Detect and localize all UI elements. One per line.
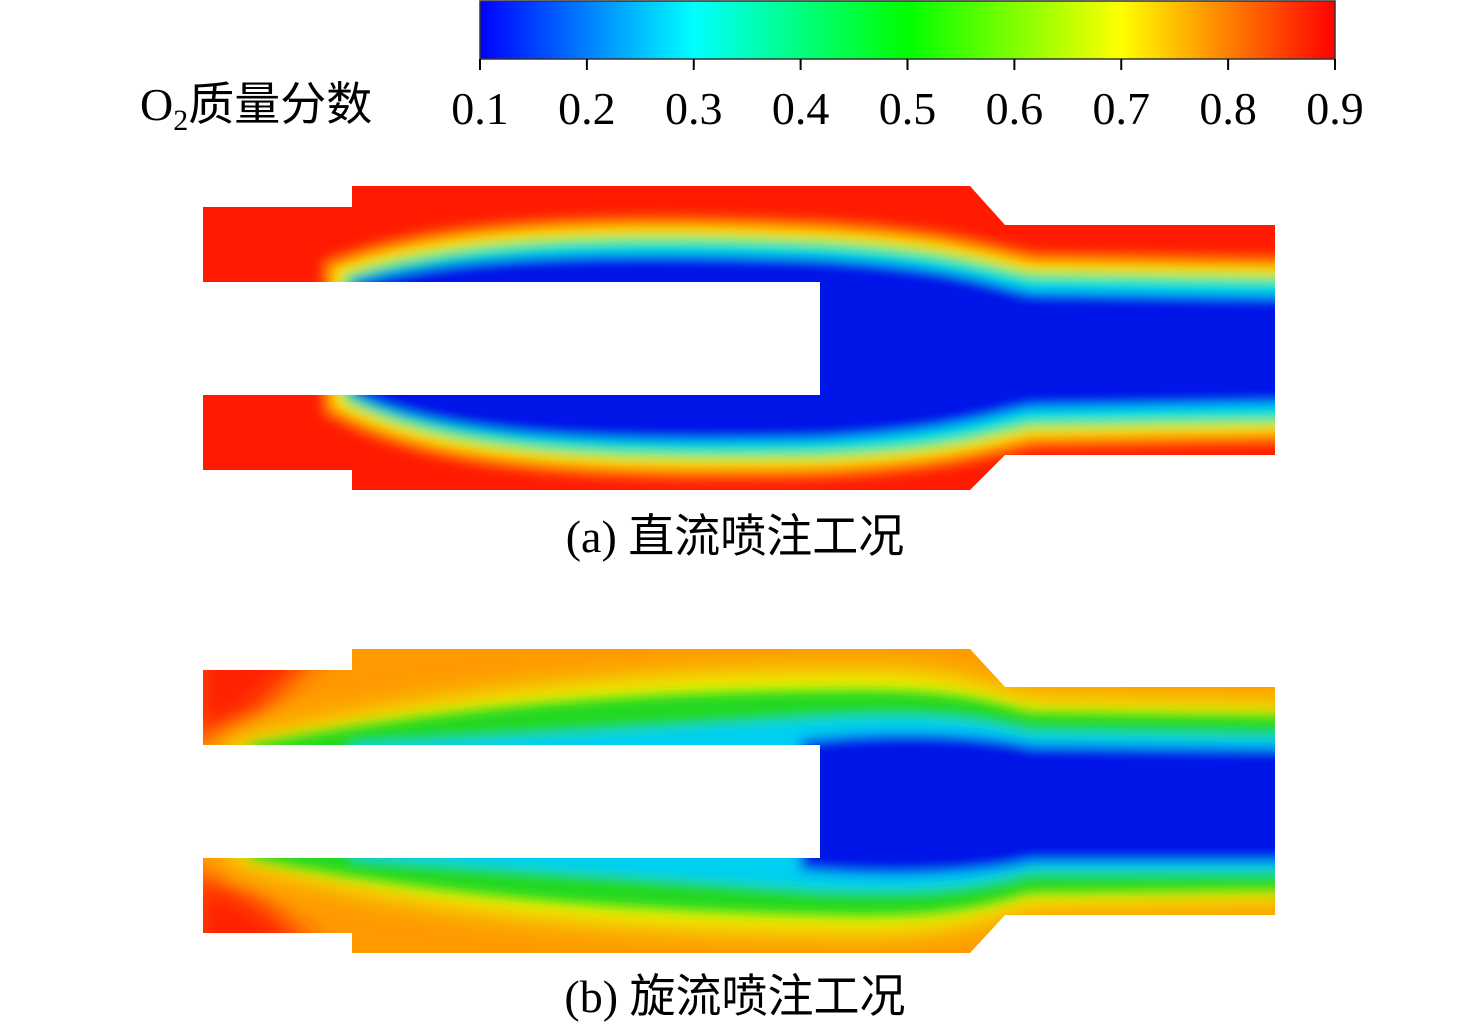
colorbar-tick-label: 0.6: [986, 83, 1044, 134]
colorbar-tick-label: 0.5: [879, 83, 937, 134]
colorbar-tick-label: 0.2: [558, 83, 616, 134]
caption: (b) 旋流喷注工况: [564, 971, 905, 1022]
colorbar-tick-label: 0.7: [1093, 83, 1151, 134]
colorbar-tick-label: 0.3: [665, 83, 723, 134]
colorbar-tick-label: 0.9: [1306, 83, 1364, 134]
colorbar-label: O2质量分数: [140, 79, 372, 137]
contour-b: [203, 649, 1275, 953]
label-subscript: 2: [173, 104, 188, 137]
contour-a: [203, 186, 1275, 490]
caption: (a) 直流喷注工况: [566, 511, 905, 562]
colorbar-ticks: 0.1 0.2 0.3 0.4 0.5 0.6 0.7 0.8 0.9: [451, 59, 1364, 134]
colorbar: [479, 0, 1336, 60]
colorbar-tick-label: 0.4: [772, 83, 830, 134]
colorbar-tick-label: 0.1: [451, 83, 509, 134]
label-symbol: O: [140, 79, 173, 130]
colorbar-tick-label: 0.8: [1199, 83, 1257, 134]
label-text: 质量分数: [188, 79, 372, 130]
